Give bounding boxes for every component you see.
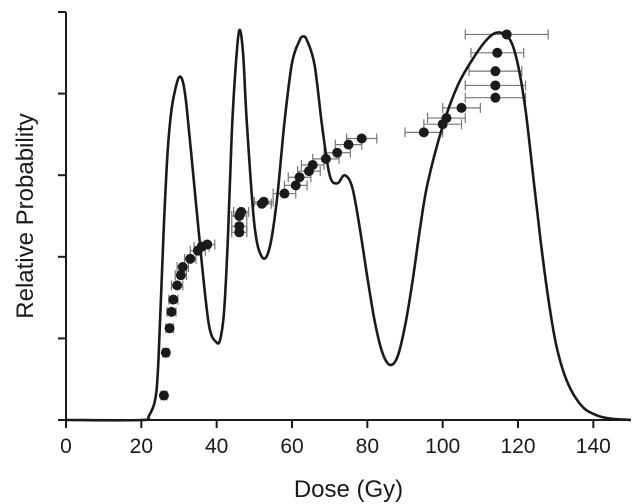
x-tick-label: 20: [130, 435, 153, 458]
data-point: [177, 262, 188, 272]
data-point: [356, 133, 367, 144]
data-point: [332, 147, 343, 158]
x-tick-label: 60: [280, 435, 303, 458]
x-axis-title: Dose (Gy): [294, 476, 403, 503]
data-point: [490, 66, 501, 77]
probability-curve: [65, 28, 632, 422]
data-point: [166, 306, 177, 317]
data-point: [343, 139, 354, 150]
data-point: [234, 221, 245, 232]
x-tick-label: 120: [500, 435, 535, 458]
data-points: [158, 29, 512, 401]
data-point: [185, 253, 196, 264]
data-point: [172, 280, 183, 291]
data-point: [175, 270, 186, 281]
x-tick-label: 80: [356, 435, 379, 458]
data-point: [236, 206, 247, 217]
axes: [65, 12, 631, 421]
data-point: [158, 390, 169, 401]
error-bars: [160, 29, 549, 401]
x-tick-label: 40: [205, 435, 228, 458]
x-ticks: 0 20 40 60 80 100 120 140: [60, 420, 611, 458]
x-tick-label: 140: [576, 435, 611, 458]
data-point: [290, 180, 301, 191]
data-point: [490, 80, 501, 91]
y-axis-title: Relative Probability: [12, 113, 39, 318]
x-tick-label: 0: [60, 435, 72, 458]
data-point: [258, 196, 269, 207]
data-point: [456, 102, 467, 113]
data-point: [168, 294, 179, 305]
data-point: [164, 323, 175, 334]
data-point: [418, 127, 429, 138]
y-ticks: [58, 11, 66, 421]
x-tick-label: 100: [425, 435, 460, 458]
data-point: [294, 172, 305, 183]
data-point: [279, 188, 290, 199]
data-point: [307, 160, 318, 170]
data-point: [490, 92, 501, 103]
data-point: [160, 347, 171, 358]
data-point: [202, 239, 213, 250]
data-point: [492, 47, 503, 58]
